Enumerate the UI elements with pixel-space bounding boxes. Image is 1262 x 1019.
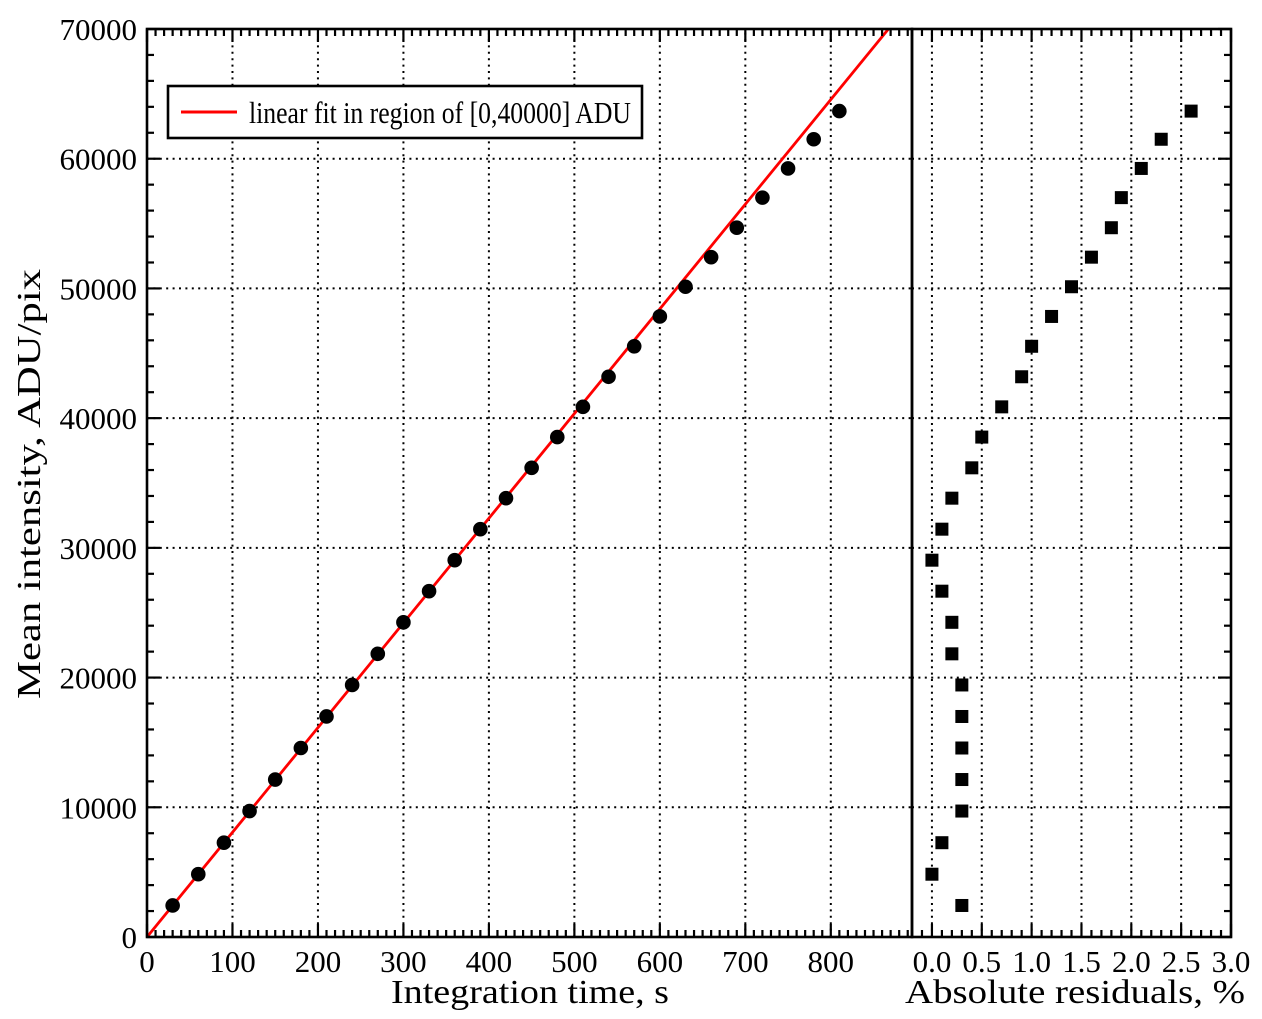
- residual-point-square: [1045, 309, 1059, 323]
- residual-point-square: [925, 867, 939, 881]
- residual-point-square: [945, 647, 959, 661]
- residual-point-square: [1084, 250, 1098, 264]
- data-point-circle: [524, 460, 539, 476]
- data-point-circle: [344, 677, 360, 693]
- residual-point-square: [1065, 280, 1078, 294]
- legend: linear fit in region of [0,40000] ADU: [166, 84, 644, 140]
- x-tick-label: 400: [466, 944, 513, 979]
- data-point-circle: [498, 490, 514, 506]
- legend-entry-label: linear fit in region of [0,40000] ADU: [249, 95, 631, 130]
- residual-point-square: [935, 836, 949, 850]
- data-point-circle: [703, 249, 719, 265]
- x-tick-label: 500: [551, 944, 598, 979]
- x-axis-label-left: Integration time, s: [391, 974, 669, 1011]
- residual-point-square: [955, 898, 969, 912]
- y-tick-label: 30000: [60, 531, 138, 566]
- y-tick-label: 70000: [60, 12, 138, 47]
- x-tick-label: 0.5: [962, 944, 1001, 979]
- data-point-circle: [370, 646, 386, 662]
- residual-point-square: [995, 400, 1009, 414]
- y-axis-label: Mean intensity, ADU/pix: [11, 269, 48, 699]
- panel-border: [910, 27, 1233, 939]
- y-tick-label: 40000: [60, 401, 138, 436]
- residual-point-square: [945, 615, 959, 629]
- residual-point-square: [935, 584, 949, 598]
- x-tick-label: 800: [808, 944, 855, 979]
- data-point-circle: [190, 866, 206, 882]
- x-tick-label: 0.0: [913, 944, 952, 979]
- data-point-circle: [473, 521, 488, 537]
- left-panel: 0 100 200 300 400 500 600 700 800 0 10000 20000 3000…: [60, 12, 914, 979]
- x-tick-label: 1.5: [1062, 944, 1101, 979]
- legend-box: [166, 84, 644, 140]
- residual-point-square: [975, 430, 989, 444]
- data-point-circle: [652, 309, 668, 324]
- data-point-circle: [216, 835, 232, 850]
- x-tick-label: 3.0: [1212, 944, 1251, 979]
- data-point-circle: [549, 429, 565, 445]
- right-panel: 0.0 0.5 1.0 1.5 2.0 2.5 3.0: [910, 27, 1251, 979]
- data-point-circle: [267, 772, 283, 787]
- residual-point-square: [1134, 161, 1148, 175]
- data-point-circle: [806, 131, 822, 147]
- residual-point-square: [955, 678, 969, 692]
- data-point-circle: [780, 161, 796, 176]
- y-tick-label: 50000: [60, 271, 138, 306]
- data-point-circle: [575, 399, 591, 415]
- data-point-circle: [242, 803, 257, 819]
- data-point-circle: [447, 552, 463, 568]
- data-point-circle: [293, 740, 309, 756]
- data-point-circle: [729, 220, 745, 236]
- data-point-circle: [832, 103, 847, 119]
- residual-point-square: [1025, 339, 1039, 353]
- x-tick-label: 200: [295, 944, 342, 979]
- x-tick-label: 300: [380, 944, 427, 979]
- residual-point-square: [955, 773, 969, 787]
- y-tick-label: 20000: [60, 661, 138, 696]
- residual-point-square: [925, 553, 939, 567]
- x-tick-label: 100: [209, 944, 256, 979]
- residual-point-square: [935, 522, 949, 536]
- residual-point-square: [1104, 221, 1118, 235]
- data-point-circle: [421, 583, 437, 599]
- data-point-circle: [601, 369, 616, 385]
- data-point-circle: [626, 338, 642, 354]
- y-tick-label: 0: [122, 920, 138, 955]
- x-tick-label: 600: [637, 944, 684, 979]
- residual-point-square: [1114, 191, 1128, 205]
- panel-border: [145, 27, 914, 939]
- x-tick-label: 1.0: [1012, 944, 1051, 979]
- y-tick-label: 10000: [60, 790, 138, 825]
- x-tick-label: 2.5: [1162, 944, 1201, 979]
- x-tick-label: 700: [722, 944, 769, 979]
- residual-point-square: [1184, 104, 1198, 118]
- x-tick-label: 0: [139, 944, 155, 979]
- data-point-circle: [165, 898, 180, 913]
- residual-point-square: [1154, 132, 1168, 146]
- data-point-circle: [678, 279, 693, 295]
- fit-line: [145, 28, 890, 938]
- residual-point-square: [965, 461, 979, 475]
- x-axis-label-right: Absolute residuals, %: [905, 974, 1245, 1011]
- residual-point-square: [945, 491, 959, 505]
- y-tick-label: 60000: [60, 142, 138, 177]
- residual-point-square: [955, 804, 969, 818]
- residual-point-square: [955, 741, 969, 755]
- x-tick-label: 2.0: [1112, 944, 1151, 979]
- data-point-circle: [319, 709, 334, 724]
- residual-point-square: [955, 709, 969, 723]
- residual-point-square: [1015, 370, 1029, 384]
- data-point-circle: [396, 615, 411, 630]
- data-point-circle: [755, 190, 770, 205]
